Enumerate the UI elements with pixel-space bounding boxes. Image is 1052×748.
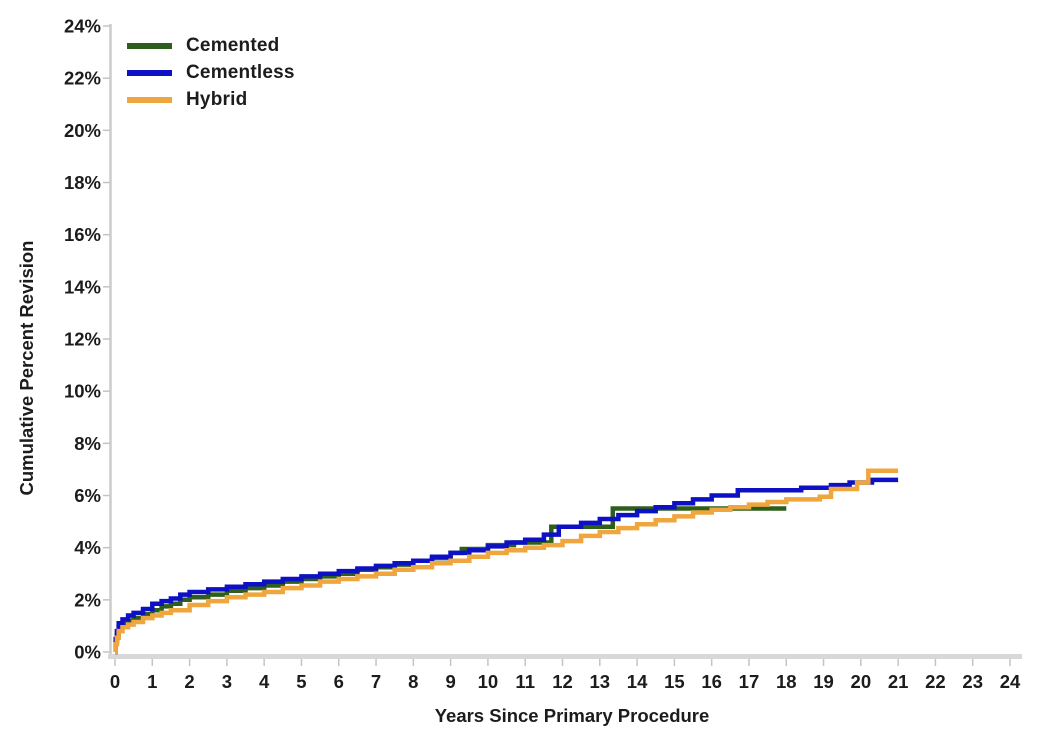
y-tick-label: 8% (74, 433, 101, 454)
y-tick-label: 10% (64, 381, 101, 402)
x-tick-label: 3 (222, 671, 232, 692)
y-tick-label: 12% (64, 329, 101, 350)
x-tick-label: 8 (408, 671, 418, 692)
y-axis-title: Cumulative Percent Revision (16, 240, 37, 496)
y-tick-label: 22% (64, 68, 101, 89)
legend-item-cemented: Cemented (127, 32, 295, 59)
x-tick-label: 1 (147, 671, 157, 692)
x-tick-label: 18 (776, 671, 797, 692)
x-tick-label: 24 (1000, 671, 1021, 692)
x-tick-label: 10 (478, 671, 499, 692)
x-tick-label: 6 (334, 671, 344, 692)
y-tick-label: 20% (64, 120, 101, 141)
series-line-cemented (113, 506, 787, 655)
cementless-line-swatch (127, 69, 172, 76)
x-tick-label: 14 (627, 671, 648, 692)
x-tick-label: 7 (371, 671, 381, 692)
y-tick-label: 18% (64, 172, 101, 193)
y-tick-label: 16% (64, 224, 101, 245)
y-tick-label: 6% (74, 485, 101, 506)
legend-label-hybrid: Hybrid (186, 88, 248, 110)
y-tick-label: 24% (64, 16, 101, 37)
y-tick-label: 0% (74, 642, 101, 663)
legend: Cemented Cementless Hybrid (127, 32, 295, 113)
x-tick-label: 0 (110, 671, 120, 692)
legend-item-cementless: Cementless (127, 59, 295, 86)
legend-item-hybrid: Hybrid (127, 86, 295, 113)
y-tick-label: 14% (64, 276, 101, 297)
x-tick-label: 16 (701, 671, 722, 692)
y-tick-label: 2% (74, 589, 101, 610)
x-tick-label: 12 (552, 671, 573, 692)
x-tick-label: 13 (590, 671, 611, 692)
x-tick-label: 9 (445, 671, 455, 692)
legend-label-cementless: Cementless (186, 61, 295, 83)
series-line-cementless (113, 477, 899, 655)
x-tick-label: 19 (813, 671, 834, 692)
x-tick-label: 15 (664, 671, 685, 692)
x-axis-title: Years Since Primary Procedure (434, 705, 710, 726)
x-tick-label: 23 (962, 671, 983, 692)
x-tick-label: 21 (888, 671, 909, 692)
legend-label-cemented: Cemented (186, 34, 280, 56)
y-tick-label: 4% (74, 537, 101, 558)
series-line-hybrid (113, 468, 899, 655)
x-tick-label: 17 (739, 671, 760, 692)
x-tick-label: 2 (184, 671, 194, 692)
cemented-line-swatch (127, 42, 172, 49)
hybrid-line-swatch (127, 96, 172, 103)
x-tick-label: 11 (515, 671, 535, 692)
x-tick-label: 5 (296, 671, 306, 692)
x-tick-label: 4 (259, 671, 270, 692)
x-tick-label: 20 (851, 671, 872, 692)
x-tick-label: 22 (925, 671, 946, 692)
